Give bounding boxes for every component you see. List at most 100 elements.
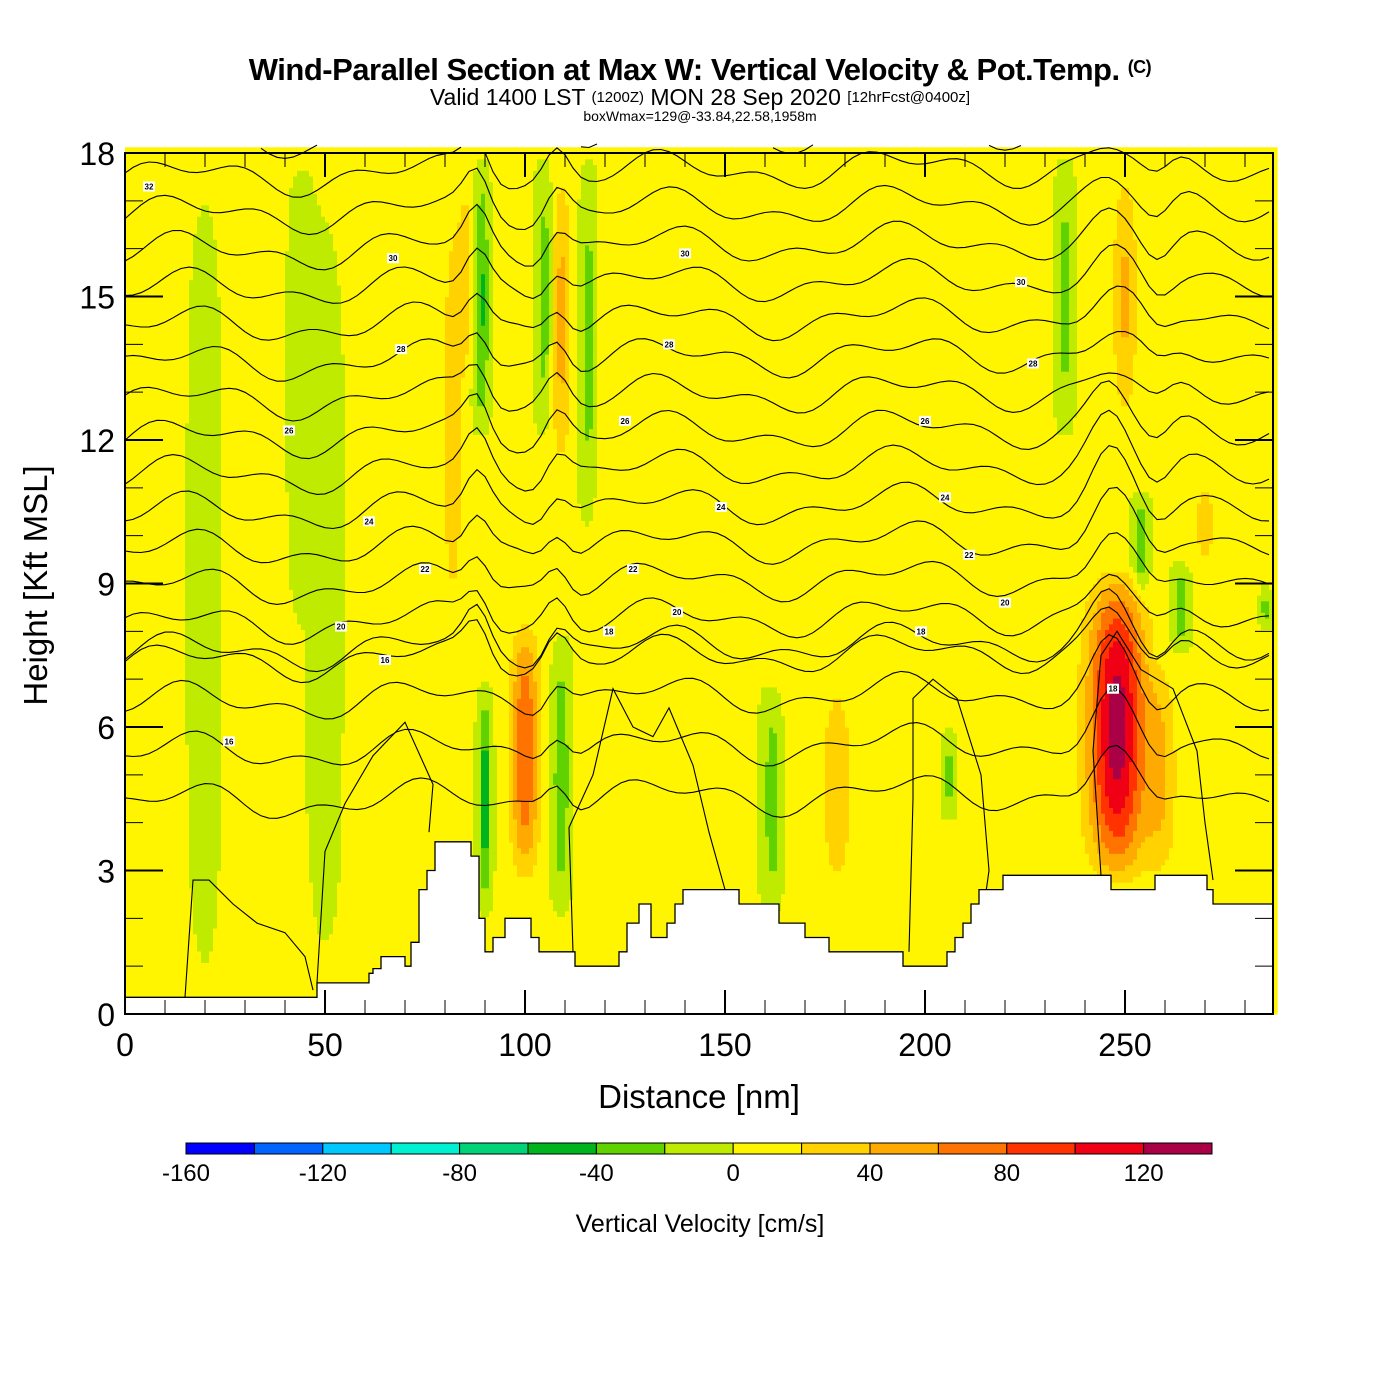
w-cell xyxy=(1137,262,1278,269)
w-cell xyxy=(549,262,554,269)
w-cell xyxy=(577,302,586,309)
w-cell xyxy=(593,497,1130,504)
w-cell xyxy=(125,187,290,194)
w-cell xyxy=(497,784,510,791)
w-cell xyxy=(1141,623,1154,631)
w-cell xyxy=(485,285,490,292)
contour-label-text: 22 xyxy=(629,565,638,574)
w-cell xyxy=(285,405,346,412)
w-cell xyxy=(557,210,570,217)
w-cell xyxy=(557,348,566,355)
w-cell xyxy=(185,531,222,539)
w-cell xyxy=(1113,767,1122,774)
w-cell xyxy=(533,198,554,206)
w-cell xyxy=(1177,589,1186,596)
w-cell xyxy=(497,847,514,854)
w-cell xyxy=(549,893,574,900)
contour-label-bg xyxy=(939,492,951,503)
w-cell xyxy=(517,704,534,711)
w-cell xyxy=(825,795,850,803)
w-cell xyxy=(1137,290,1278,298)
w-cell xyxy=(957,807,1082,814)
w-cell xyxy=(485,193,494,200)
w-cell xyxy=(497,830,510,837)
colorbar-swatch xyxy=(664,1142,734,1155)
w-cell xyxy=(1101,744,1110,751)
w-cell xyxy=(577,313,586,321)
w-cell xyxy=(825,836,850,843)
w-cell xyxy=(957,790,1082,797)
w-cell xyxy=(1137,681,1142,688)
w-cell xyxy=(1129,658,1134,665)
w-cell xyxy=(497,772,510,780)
w-cell xyxy=(1129,813,1138,820)
w-cell xyxy=(541,302,550,309)
w-cell xyxy=(777,864,786,872)
w-cell xyxy=(125,899,194,906)
w-cell xyxy=(565,698,574,705)
w-cell xyxy=(549,692,558,699)
w-cell xyxy=(1061,262,1070,269)
w-cell xyxy=(1077,784,1090,791)
w-cell xyxy=(1069,330,1078,338)
w-cell xyxy=(285,342,342,349)
contour-label-bg xyxy=(335,621,347,632)
w-cell xyxy=(285,445,346,453)
w-cell xyxy=(581,164,598,171)
contour-label: 18 xyxy=(603,626,615,637)
w-cell xyxy=(829,721,846,728)
w-cell xyxy=(125,956,202,963)
w-cell xyxy=(573,830,758,837)
w-cell xyxy=(849,761,942,768)
w-cell xyxy=(189,319,222,326)
w-cell xyxy=(1073,158,1278,166)
w-cell xyxy=(1169,600,1178,608)
w-cell xyxy=(757,715,786,722)
w-cell xyxy=(597,411,1054,418)
w-cell xyxy=(785,715,830,722)
w-cell xyxy=(593,417,598,424)
w-cell xyxy=(185,549,222,556)
w-cell xyxy=(573,784,758,791)
w-cell xyxy=(125,646,186,653)
w-cell xyxy=(285,325,342,332)
w-cell xyxy=(757,727,770,734)
w-cell xyxy=(445,371,466,378)
w-cell xyxy=(341,336,446,344)
w-cell xyxy=(1169,617,1178,625)
w-cell xyxy=(1117,353,1134,361)
w-cell xyxy=(1173,830,1278,837)
w-cell xyxy=(781,704,834,711)
w-cell xyxy=(945,772,954,780)
w-cell xyxy=(1077,698,1086,705)
w-cell xyxy=(1209,543,1278,550)
w-cell xyxy=(477,376,486,384)
w-cell xyxy=(1133,692,1138,699)
w-cell xyxy=(757,818,766,826)
w-cell xyxy=(557,698,566,705)
w-cell xyxy=(493,353,534,361)
w-cell xyxy=(185,440,222,447)
w-cell xyxy=(305,778,342,785)
w-cell xyxy=(189,325,222,332)
w-cell xyxy=(125,658,186,665)
contour-label: 22 xyxy=(627,564,639,575)
w-cell xyxy=(541,681,550,688)
w-cell xyxy=(193,922,218,929)
w-cell xyxy=(585,405,594,412)
w-cell xyxy=(461,394,470,401)
w-cell xyxy=(469,204,474,211)
w-cell xyxy=(1137,692,1146,699)
w-cell xyxy=(1081,635,1090,642)
w-cell xyxy=(557,784,570,791)
w-cell xyxy=(125,514,186,521)
w-cell xyxy=(765,818,778,826)
w-cell xyxy=(537,853,550,860)
w-cell xyxy=(125,543,186,550)
w-cell xyxy=(489,239,494,246)
w-cell xyxy=(1137,824,1162,831)
contour-label-text: 28 xyxy=(397,345,406,354)
w-cell xyxy=(1133,382,1278,389)
w-cell xyxy=(557,353,566,361)
w-cell xyxy=(1133,836,1146,843)
